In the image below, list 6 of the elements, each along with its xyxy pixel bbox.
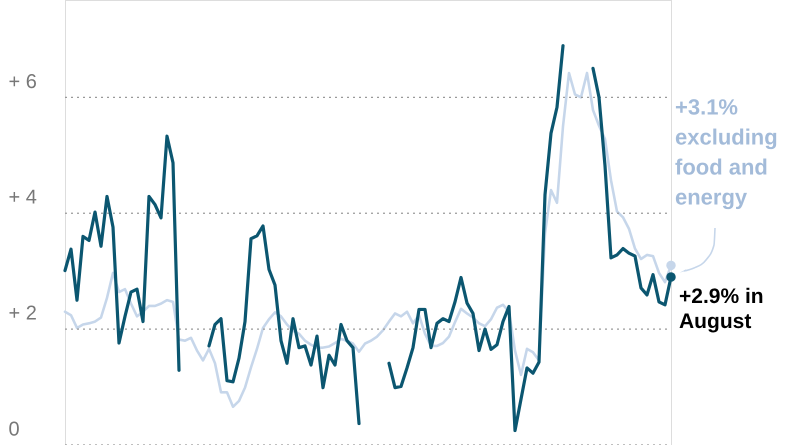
y-tick-label: + 2 <box>8 302 37 325</box>
text: +3.1% excluding food and energy <box>675 94 778 210</box>
text: +2.9% in August <box>679 284 764 333</box>
y-tick-label: 0 <box>8 418 20 440</box>
y-tick-label: + 4 <box>8 186 37 209</box>
y-tick-label: + 6 <box>8 70 37 93</box>
